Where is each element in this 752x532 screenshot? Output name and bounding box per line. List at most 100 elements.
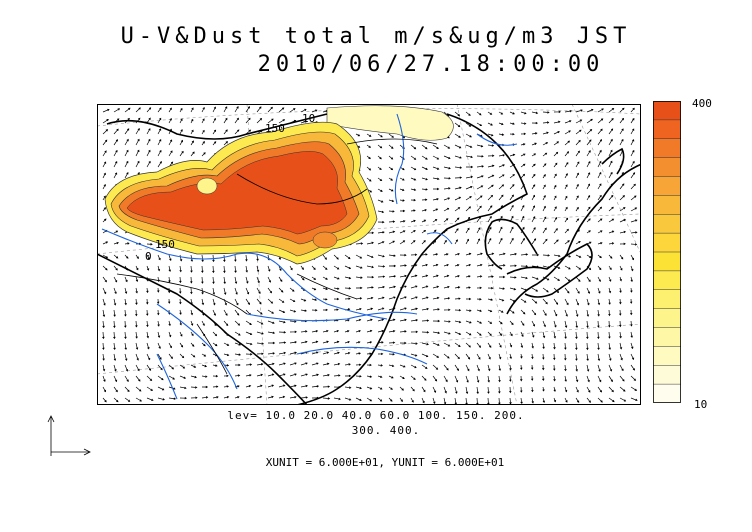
wind-arrow: [113, 230, 119, 234]
wind-arrow: [124, 107, 131, 113]
wind-arrow: [476, 144, 484, 148]
wind-arrow: [234, 353, 241, 356]
wind-arrow: [124, 397, 131, 402]
legend-cell: [653, 270, 681, 291]
wind-arrow: [322, 276, 328, 280]
wind-arrow: [454, 364, 459, 371]
wind-arrow: [135, 265, 139, 271]
wind-arrow: [608, 287, 612, 294]
wind-arrow: [498, 364, 502, 371]
wind-arrow: [212, 364, 218, 367]
wind-arrow: [278, 331, 287, 334]
wind-arrow: [421, 353, 429, 358]
wind-arrow: [608, 386, 614, 393]
wind-arrow: [520, 265, 529, 268]
wind-arrow: [168, 276, 171, 283]
wind-arrow: [410, 318, 419, 322]
wind-arrow: [256, 352, 264, 355]
wind-arrow: [135, 353, 139, 361]
wind-arrow: [619, 218, 626, 223]
wind-arrow: [190, 276, 193, 284]
wind-arrow: [190, 107, 194, 113]
wind-arrow: [267, 118, 274, 124]
wind-arrow: [498, 154, 505, 157]
wind-arrow: [531, 375, 534, 381]
wind-arrow: [531, 276, 539, 280]
wind-arrow: [608, 107, 615, 113]
wind-arrow: [124, 353, 128, 361]
wind-arrow: [377, 166, 382, 171]
wind-arrow: [124, 298, 127, 306]
wind-arrow: [300, 396, 308, 399]
wind-arrow: [454, 133, 461, 138]
wind-arrow: [256, 395, 263, 399]
wind-arrow: [388, 199, 395, 203]
wind-arrow: [344, 340, 350, 344]
wind-arrow: [135, 386, 142, 392]
wind-arrow: [630, 149, 635, 157]
wind-arrow: [553, 342, 556, 350]
wind-arrow: [608, 171, 613, 179]
wind-arrow: [465, 185, 473, 190]
dust-wind-map: 150 10 150 0: [97, 104, 641, 405]
wind-arrow: [421, 198, 428, 201]
wind-arrow: [234, 331, 241, 336]
wind-arrow: [498, 111, 504, 115]
wind-arrow: [355, 254, 363, 259]
wind-arrow: [454, 353, 460, 360]
wind-arrow: [322, 397, 331, 400]
wind-arrow: [531, 397, 534, 404]
wind-arrow: [399, 177, 405, 181]
legend-cell: [653, 233, 681, 253]
wind-arrow: [201, 298, 205, 306]
contour-label: 10: [302, 112, 315, 125]
wind-arrow: [476, 122, 483, 127]
wind-arrow: [146, 353, 151, 361]
wind-arrow: [597, 241, 603, 245]
wind-arrow: [179, 375, 187, 379]
wind-arrow: [487, 154, 495, 157]
wind-arrow: [454, 309, 462, 312]
wind-arrow: [344, 276, 352, 280]
wind-arrow: [102, 342, 105, 350]
wind-arrow: [443, 375, 448, 383]
wind-arrow: [520, 298, 527, 303]
wind-arrow: [498, 237, 503, 245]
wind-arrow: [267, 331, 276, 335]
wind-arrow: [586, 195, 591, 201]
wind-arrow: [586, 353, 589, 362]
wind-arrow: [465, 227, 470, 234]
wind-arrow: [245, 353, 253, 356]
wind-arrow: [366, 341, 373, 344]
wind-arrow: [432, 285, 440, 289]
wind-arrow: [476, 286, 482, 290]
wind-arrow: [630, 397, 638, 402]
wind-arrow: [509, 287, 517, 291]
wind-arrow: [410, 307, 418, 311]
wind-arrow: [542, 142, 549, 146]
wind-arrow: [157, 353, 162, 360]
wind-arrow: [190, 151, 195, 157]
wind-arrow: [146, 149, 151, 157]
wind-arrow: [531, 331, 535, 338]
wind-arrow: [311, 329, 319, 333]
wind-arrow: [443, 320, 451, 323]
wind-arrow: [410, 188, 417, 191]
wind-arrow: [124, 331, 127, 340]
wind-arrow: [553, 364, 556, 371]
wind-arrow: [289, 362, 297, 366]
wind-arrow: [487, 238, 492, 245]
wind-arrow: [487, 144, 495, 147]
wind-arrow: [355, 397, 362, 402]
wind-arrow: [575, 183, 579, 190]
wind-arrow: [619, 107, 625, 113]
wind-arrow: [608, 149, 613, 157]
wind-arrow: [630, 207, 638, 212]
wind-arrow: [245, 106, 250, 113]
wind-arrow: [278, 395, 286, 399]
wind-arrow: [597, 353, 601, 362]
wind-arrow: [476, 375, 480, 383]
wind-arrow: [410, 155, 417, 160]
wind-arrow: [542, 254, 550, 257]
wind-arrow: [278, 276, 283, 282]
